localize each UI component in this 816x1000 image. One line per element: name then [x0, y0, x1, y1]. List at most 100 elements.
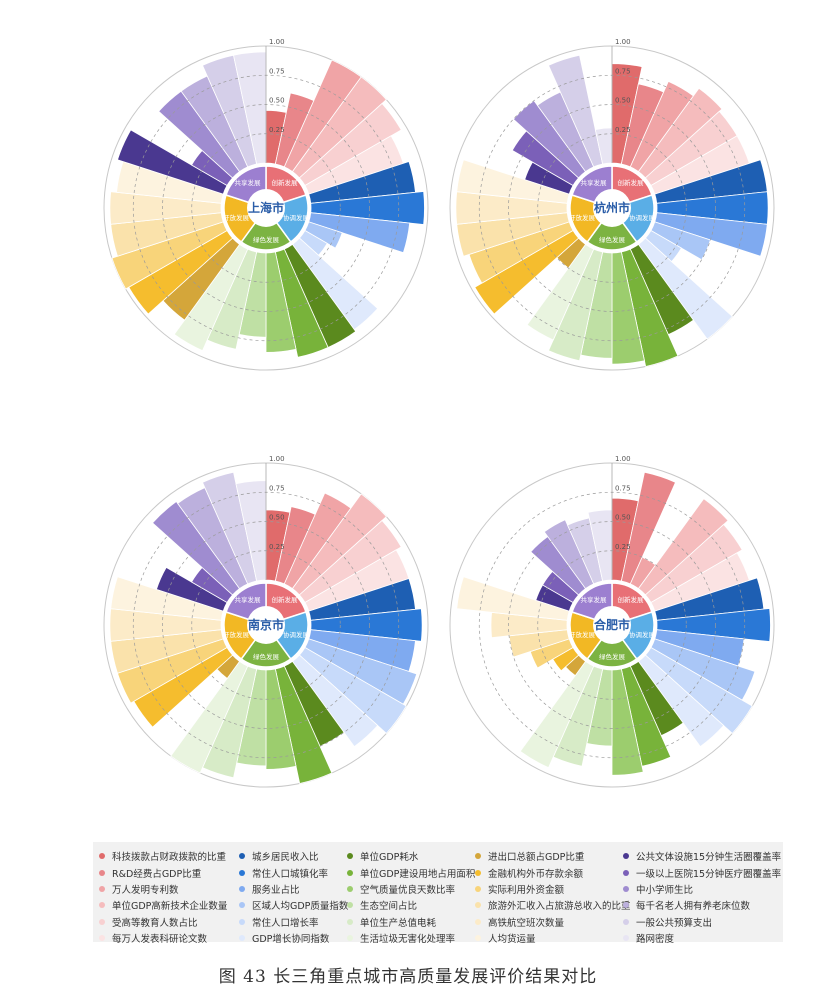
legend-item: 高铁航空班次数量 — [475, 914, 631, 930]
legend-label: 生态空间占比 — [360, 901, 418, 913]
legend-item: 路网密度 — [623, 930, 781, 946]
center-hole — [593, 189, 631, 227]
radial-tick-label: 1.00 — [615, 38, 631, 46]
legend-label: R&D经费占GDP比重 — [112, 868, 202, 880]
dimension-label: 开放发展 — [223, 213, 250, 222]
legend-label: 每千名老人拥有养老床位数 — [636, 901, 751, 913]
legend-item: 受高等教育人数占比 — [99, 914, 227, 930]
dimension-label: 绿色发展 — [253, 235, 280, 244]
legend-swatch — [475, 869, 481, 876]
legend-label: 公共文体设施15分钟生活圈覆盖率 — [636, 852, 782, 864]
legend-label: 进出口总额占GDP比重 — [488, 852, 585, 864]
dimension-label: 共享发展 — [580, 595, 607, 604]
radial-tick-label: 0.25 — [615, 126, 631, 134]
legend-column: 科技拨款占财政拨款的比重 R&D经费占GDP比重 万人发明专利数单位GDP高新技术企… — [99, 848, 227, 946]
legend-column: 城乡居民收入比 常住人口城镇化率 服务业占比区域人均GDP质量指数 常住人口增长率 GD… — [239, 848, 348, 946]
legend-label: 生活垃圾无害化处理率 — [360, 934, 456, 946]
city-title: 南京市 — [248, 617, 284, 632]
dimension-label: 绿色发展 — [599, 652, 626, 661]
radial-tick-label: 1.00 — [615, 455, 631, 463]
legend-label: 人均货运量 — [488, 934, 536, 946]
legend-column: 公共文体设施15分钟生活圈覆盖率 一级以上医院15分钟医疗圈覆盖率 中小学师生比 每千… — [623, 848, 781, 946]
legend-item: 单位GDP高新技术企业数量 — [99, 897, 227, 913]
legend-label: 单位GDP耗水 — [360, 852, 419, 864]
legend-item: 空气质量优良天数比率 — [347, 881, 475, 897]
legend-swatch — [99, 902, 105, 909]
legend-label: 区域人均GDP质量指数 — [252, 901, 349, 913]
legend-swatch — [239, 902, 245, 909]
dimension-label: 共享发展 — [234, 595, 261, 604]
legend-item: 生活垃圾无害化处理率 — [347, 930, 475, 946]
legend-item: 旅游外汇收入占旅游总收入的比重 — [475, 897, 631, 913]
dimension-label: 创新发展 — [618, 178, 645, 187]
legend-item: 生态空间占比 — [347, 897, 475, 913]
dimension-label: 绿色发展 — [253, 652, 280, 661]
legend-swatch — [623, 918, 629, 925]
radial-tick-label: 0.75 — [269, 484, 285, 492]
radial-tick-label: 0.50 — [269, 514, 285, 522]
legend-swatch — [99, 853, 105, 860]
dimension-label: 开放发展 — [569, 213, 596, 222]
legend-label: 单位GDP高新技术企业数量 — [112, 901, 228, 913]
legend-item: 进出口总额占GDP比重 — [475, 848, 631, 864]
legend-label: 高铁航空班次数量 — [488, 917, 565, 929]
radial-tick-label: 0.75 — [615, 484, 631, 492]
polar-charts-area: 0.250.500.751.00创新发展协调发展绿色发展开放发展共享发展上海市0… — [103, 38, 775, 788]
center-hole — [247, 606, 285, 644]
legend-item: 城乡居民收入比 — [239, 848, 348, 864]
radial-tick-label: 1.00 — [269, 38, 285, 46]
legend-swatch — [475, 935, 481, 942]
legend-swatch — [99, 935, 105, 942]
legend-swatch — [623, 885, 629, 892]
legend: 科技拨款占财政拨款的比重 R&D经费占GDP比重 万人发明专利数单位GDP高新技术企… — [93, 842, 783, 945]
legend-item: 区域人均GDP质量指数 — [239, 897, 348, 913]
city-title: 杭州市 — [594, 200, 630, 215]
dimension-label: 创新发展 — [272, 178, 299, 187]
legend-swatch — [347, 935, 353, 942]
legend-label: 城乡居民收入比 — [252, 852, 319, 864]
radial-tick-label: 0.75 — [269, 67, 285, 75]
legend-swatch — [239, 853, 245, 860]
legend-item: 公共文体设施15分钟生活圈覆盖率 — [623, 848, 781, 864]
legend-item: 常住人口城镇化率 — [239, 864, 348, 880]
dimension-label: 协调发展 — [283, 630, 310, 639]
legend-item: GDP增长协同指数 — [239, 930, 348, 946]
legend-swatch — [239, 885, 245, 892]
legend-item: 一般公共预算支出 — [623, 914, 781, 930]
legend-label: 服务业占比 — [252, 884, 300, 896]
legend-label: 常住人口增长率 — [252, 917, 319, 929]
legend-label: 单位生产总值电耗 — [360, 917, 437, 929]
legend-label: 万人发明专利数 — [112, 884, 179, 896]
radial-tick-label: 0.75 — [615, 67, 631, 75]
legend-label: 中小学师生比 — [636, 884, 694, 896]
legend-swatch — [239, 918, 245, 925]
dimension-label: 共享发展 — [580, 178, 607, 187]
legend-item: 金融机构外币存款余额 — [475, 864, 631, 880]
legend-swatch — [475, 885, 481, 892]
dimension-label: 开放发展 — [223, 630, 250, 639]
legend-label: 一般公共预算支出 — [636, 917, 713, 929]
legend-swatch — [623, 853, 629, 860]
legend-swatch — [623, 869, 629, 876]
legend-swatch — [623, 935, 629, 942]
legend-item: 单位生产总值电耗 — [347, 914, 475, 930]
legend-item: 单位GDP建设用地占用面积 — [347, 864, 475, 880]
legend-item: 单位GDP耗水 — [347, 848, 475, 864]
legend-column: 进出口总额占GDP比重 金融机构外币存款余额 实际利用外资金额 旅游外汇收入占旅游总收… — [475, 848, 631, 946]
legend-item: 人均货运量 — [475, 930, 631, 946]
radial-tick-label: 0.50 — [269, 97, 285, 105]
city-title: 上海市 — [248, 200, 284, 215]
dimension-label: 创新发展 — [618, 595, 645, 604]
legend-label: 常住人口城镇化率 — [252, 868, 329, 880]
legend-swatch — [347, 885, 353, 892]
legend-item: 中小学师生比 — [623, 881, 781, 897]
radial-tick-label: 0.25 — [269, 126, 285, 134]
radial-tick-label: 0.50 — [615, 514, 631, 522]
legend-label: 受高等教育人数占比 — [112, 917, 198, 929]
legend-label: 科技拨款占财政拨款的比重 — [112, 852, 227, 864]
legend-swatch — [99, 885, 105, 892]
radial-tick-label: 0.25 — [615, 543, 631, 551]
legend-swatch — [99, 918, 105, 925]
legend-item: 常住人口增长率 — [239, 914, 348, 930]
